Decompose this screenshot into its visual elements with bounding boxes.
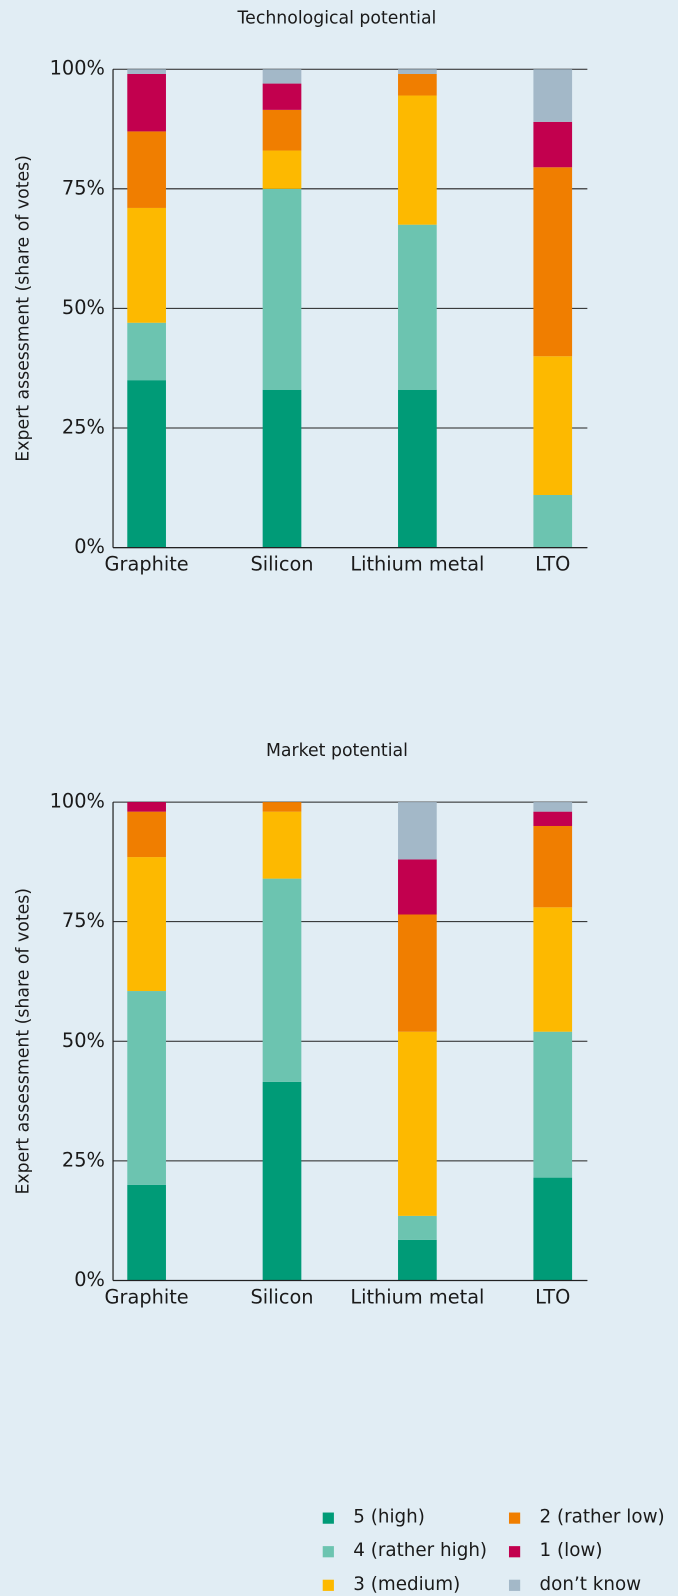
y-tick-label: 0%: [74, 1268, 105, 1291]
bar-segment: [262, 802, 302, 812]
bar-segment: [262, 389, 302, 548]
bar-segment: [262, 811, 302, 879]
bar-segment: [262, 109, 302, 151]
bar-segment: [398, 1215, 437, 1240]
y-tick-label: 50%: [62, 1029, 105, 1052]
bar-segment: [398, 914, 437, 1032]
bar-segment: [533, 494, 573, 548]
bar-segment: [533, 121, 573, 168]
bar-segment: [127, 1184, 166, 1281]
legend-label: 4 (rather high): [353, 1540, 487, 1561]
bar-segment: [127, 811, 166, 858]
bar-segment: [398, 95, 437, 225]
x-tick-label: Silicon: [250, 552, 313, 575]
bar-segment: [533, 356, 573, 495]
bar-segment: [533, 1177, 573, 1281]
bar-segment: [533, 802, 573, 812]
bar-segment: [127, 131, 166, 208]
legend-swatch: [508, 1579, 521, 1591]
bar-segment: [262, 83, 302, 110]
bar-segment: [127, 380, 166, 548]
y-tick-label: 50%: [62, 296, 105, 319]
bar-segment: [262, 1081, 302, 1281]
y-axis-label: Expert assessment (share of votes): [13, 155, 33, 462]
bar-segment: [127, 207, 166, 323]
bar-segment: [262, 188, 302, 390]
y-tick-label: 25%: [62, 1148, 105, 1171]
bar-segment: [262, 150, 302, 189]
chart-title: Technological potential: [237, 8, 437, 28]
x-tick-label: Graphite: [105, 552, 189, 575]
bar-segment: [127, 991, 166, 1185]
y-tick-label: 100%: [50, 57, 105, 80]
bar-segment: [398, 224, 437, 390]
x-tick-label: LTO: [535, 552, 570, 575]
bar-segment: [398, 802, 437, 860]
bar-segment: [127, 802, 166, 812]
bar-segment: [262, 69, 302, 84]
legend-label: 3 (medium): [353, 1574, 460, 1595]
x-tick-label: Lithium metal: [350, 1285, 484, 1308]
x-tick-label: LTO: [535, 1285, 570, 1308]
y-tick-label: 75%: [62, 909, 105, 932]
y-tick-label: 0%: [74, 535, 105, 558]
bar-segment: [398, 1239, 437, 1281]
chart-title: Market potential: [266, 741, 408, 761]
bar-segment: [398, 389, 437, 548]
y-axis-label: Expert assessment (share of votes): [13, 888, 33, 1195]
bar-segment: [533, 907, 573, 1032]
x-tick-label: Silicon: [250, 1285, 313, 1308]
bar-segment: [398, 859, 437, 915]
y-tick-label: 25%: [62, 416, 105, 439]
legend-label: 2 (rather low): [540, 1507, 665, 1528]
x-tick-label: Lithium metal: [350, 552, 484, 575]
bar-segment: [533, 825, 573, 908]
bar-segment: [262, 878, 302, 1082]
legend-label: don’t know: [540, 1574, 642, 1595]
bar-segment: [533, 1031, 573, 1178]
legend-swatch: [508, 1546, 521, 1558]
y-tick-label: 75%: [62, 176, 105, 199]
legend-label: 5 (high): [353, 1507, 425, 1528]
bar-segment: [398, 69, 437, 74]
legend-swatch: [322, 1579, 334, 1591]
bar-segment: [533, 811, 573, 826]
bar-segment: [398, 73, 437, 96]
bar-segment: [127, 73, 166, 132]
x-tick-label: Graphite: [105, 1285, 189, 1308]
legend-label: 1 (low): [540, 1540, 603, 1561]
bar-segment: [127, 69, 166, 74]
y-tick-label: 100%: [50, 790, 105, 813]
legend-swatch: [508, 1512, 521, 1524]
bar-segment: [127, 322, 166, 381]
bar-segment: [533, 167, 573, 357]
legend-swatch: [322, 1546, 334, 1558]
bar-segment: [398, 1031, 437, 1216]
bar-segment: [533, 69, 573, 122]
bar-segment: [127, 857, 166, 992]
legend-swatch: [322, 1512, 334, 1524]
